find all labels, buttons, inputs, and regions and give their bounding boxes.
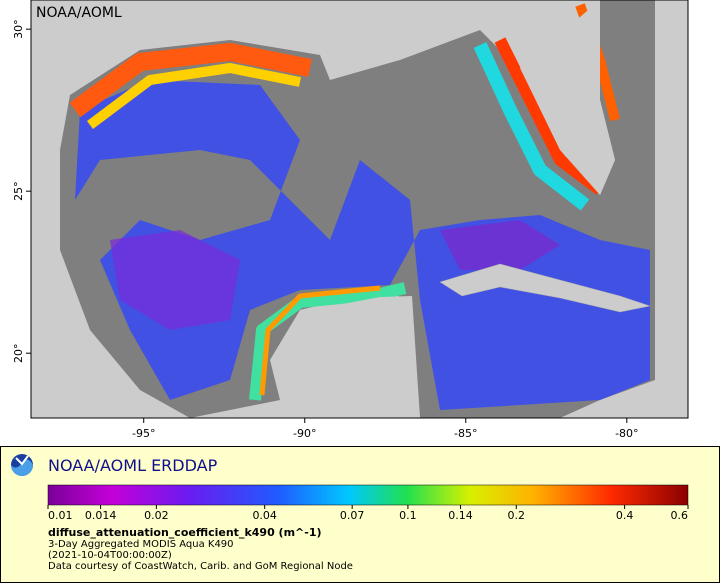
x-tick-label: -85° — [454, 427, 477, 440]
x-tick-label: -80° — [615, 427, 638, 440]
coastal-band — [69, 43, 312, 118]
colorbar-tick-label: 0.6 — [671, 509, 689, 522]
coastal-band — [259, 285, 381, 396]
ocean-blue — [75, 80, 650, 410]
legend-title: NOAA/AOML ERDDAP — [48, 456, 218, 475]
coastal-band — [494, 37, 604, 195]
colorbar-tick-label: 0.02 — [144, 509, 169, 522]
watermark: NOAA/AOML — [36, 5, 122, 21]
y-tick-label: 20° — [12, 343, 25, 363]
colorbar-tick-label: 0.1 — [399, 509, 417, 522]
yucatan — [276, 296, 420, 418]
colorbar-tick-label: 0.01 — [48, 509, 73, 522]
legend-line: 3-Day Aggregated MODIS Aqua K490 — [48, 539, 234, 550]
y-tick-label: 30° — [12, 19, 25, 38]
colorbar-tick-label: 0.14 — [448, 509, 473, 522]
y-tick-label: 25° — [12, 181, 25, 201]
x-tick-label: -90° — [293, 427, 316, 440]
legend-line: (2021-10-04T00:00:00Z) — [48, 550, 172, 561]
florida — [520, 0, 615, 195]
colorbar-tick-label: 0.2 — [508, 509, 526, 522]
colorbar-tick-label: 0.014 — [85, 509, 117, 522]
colorbar-tick-label: 0.04 — [252, 509, 277, 522]
ocean-purple — [110, 230, 240, 330]
coastal-band — [87, 63, 301, 129]
legend-line: Data courtesy of CoastWatch, Carib. and … — [48, 561, 353, 572]
cuba — [439, 263, 651, 313]
noaa-logo — [11, 454, 33, 476]
legend-panel — [0, 446, 720, 583]
coastal-band — [249, 282, 407, 401]
map-frame — [30, 0, 689, 419]
colorbar-tick-label: 0.4 — [616, 509, 634, 522]
ocean-purple — [440, 220, 560, 270]
colorbar — [47, 484, 689, 506]
variable-name: diffuse_attenuation_coefficient_k490 (m^… — [48, 526, 322, 539]
coastal-band — [473, 42, 590, 211]
x-tick-label: -95° — [132, 427, 155, 440]
colorbar-tick-label: 0.07 — [340, 509, 365, 522]
land — [656, 0, 688, 418]
